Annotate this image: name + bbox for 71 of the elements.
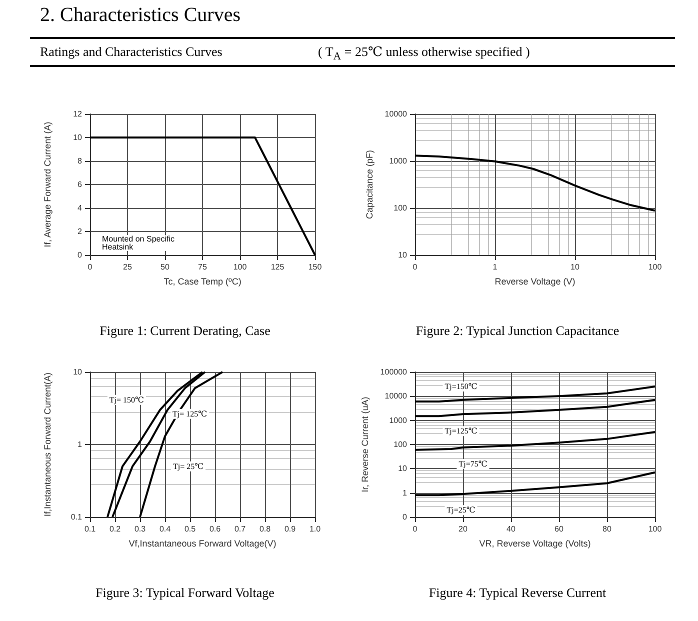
text: Ratings and Characteristics Curves: [40, 44, 222, 60]
text: Figure 3: Typical Forward Voltage: [96, 585, 275, 600]
x-tick-label: 1.0: [309, 524, 322, 534]
y-axis-title: Capacitance (pF): [364, 150, 374, 220]
y-tick-label: 1: [78, 440, 83, 449]
y-tick-label: 1000: [389, 156, 408, 166]
x-tick-label: 10: [570, 262, 580, 272]
y-tick-label: 100: [394, 204, 408, 212]
text: Figure 2: Typical Junction Capacitance: [416, 323, 620, 338]
x-axis-title: Vf,Instantaneous Forward Voltage(V): [128, 538, 276, 548]
x-tick-label: 0.3: [134, 524, 146, 534]
y-axis-title: If, Average Forward Current (A): [42, 122, 52, 248]
series-label: Tj=25℃: [446, 506, 476, 515]
x-tick-label: 0.5: [184, 524, 196, 534]
y-tick-label: 10: [73, 368, 83, 376]
x-axis-title: Reverse Voltage (V): [494, 276, 576, 286]
x-tick-label: 40: [506, 524, 516, 534]
x-tick-label: 100: [648, 262, 662, 272]
text: ( T$_{A}$ = 25℃ unless otherwise specified ): [318, 44, 530, 63]
x-tick-label: 0: [412, 524, 418, 534]
x-axis-title: VR, Reverse Voltage (Volts): [479, 538, 591, 548]
y-tick-label: 0: [402, 512, 408, 522]
y-tick-label: 1000: [389, 416, 408, 425]
y-tick-label: 100000: [380, 368, 408, 376]
x-tick-label: 0.1: [84, 524, 96, 534]
y-tick-label: 10000: [384, 110, 408, 118]
series-label: Tj=125℃: [444, 426, 478, 436]
x-tick-label: 0.2: [109, 524, 122, 534]
x-tick-label: 1: [492, 262, 498, 272]
text: Figure 1: Current Derating, Case: [100, 323, 271, 338]
x-tick-label: 100: [648, 524, 662, 534]
y-tick-label: 4: [78, 204, 83, 212]
series-label: Tj=75℃: [458, 460, 488, 469]
x-tick-label: 0: [88, 262, 93, 272]
x-tick-label: 0.4: [159, 524, 172, 534]
x-tick-label: 75: [198, 262, 208, 272]
series-label: Tj=150℃: [444, 382, 478, 392]
y-tick-label: 0: [78, 250, 83, 260]
x-tick-label: 20: [458, 524, 468, 534]
x-tick-label: 125: [270, 262, 285, 272]
x-tick-label: 0.6: [209, 524, 222, 534]
series-label: Tj= 125℃: [172, 409, 208, 418]
y-tick-label: 100: [394, 440, 408, 449]
x-tick-label: 0.8: [259, 524, 272, 534]
annotation: Mounted on Specific Heatsink: [102, 234, 174, 252]
x-tick-label: 150: [308, 262, 322, 272]
y-tick-label: 1: [402, 488, 408, 498]
x-tick-label: 0.9: [284, 524, 296, 534]
y-tick-label: 0.1: [70, 512, 83, 522]
x-tick-label: 0: [412, 262, 418, 272]
y-tick-label: 10: [398, 464, 408, 474]
x-tick-label: 80: [602, 524, 612, 534]
y-tick-label: 10: [73, 133, 83, 142]
x-tick-label: 60: [554, 524, 564, 534]
y-tick-label: 6: [78, 180, 83, 189]
series-label: Tj= 25℃: [173, 462, 204, 471]
text: Figure 4: Typical Reverse Current: [428, 585, 606, 600]
x-axis-title: Tc, Case Temp (ºC): [164, 276, 242, 286]
y-axis-title: If,Instantaneous Forward Current(A): [42, 372, 52, 517]
y-axis-title: Ir, Reverse Current (uA): [360, 396, 370, 492]
x-tick-label: 100: [233, 262, 248, 272]
x-tick-label: 50: [160, 262, 170, 272]
y-tick-label: 10000: [384, 392, 408, 401]
text: 2. Characteristics Curves: [40, 4, 240, 27]
y-tick-label: 2: [78, 227, 83, 236]
y-tick-label: 12: [73, 110, 83, 118]
y-tick-label: 10: [398, 250, 408, 260]
x-tick-label: 25: [123, 262, 132, 272]
x-tick-label: 0.7: [234, 524, 246, 534]
y-tick-label: 8: [78, 156, 83, 166]
text: Tj= 150℃: [109, 395, 144, 404]
